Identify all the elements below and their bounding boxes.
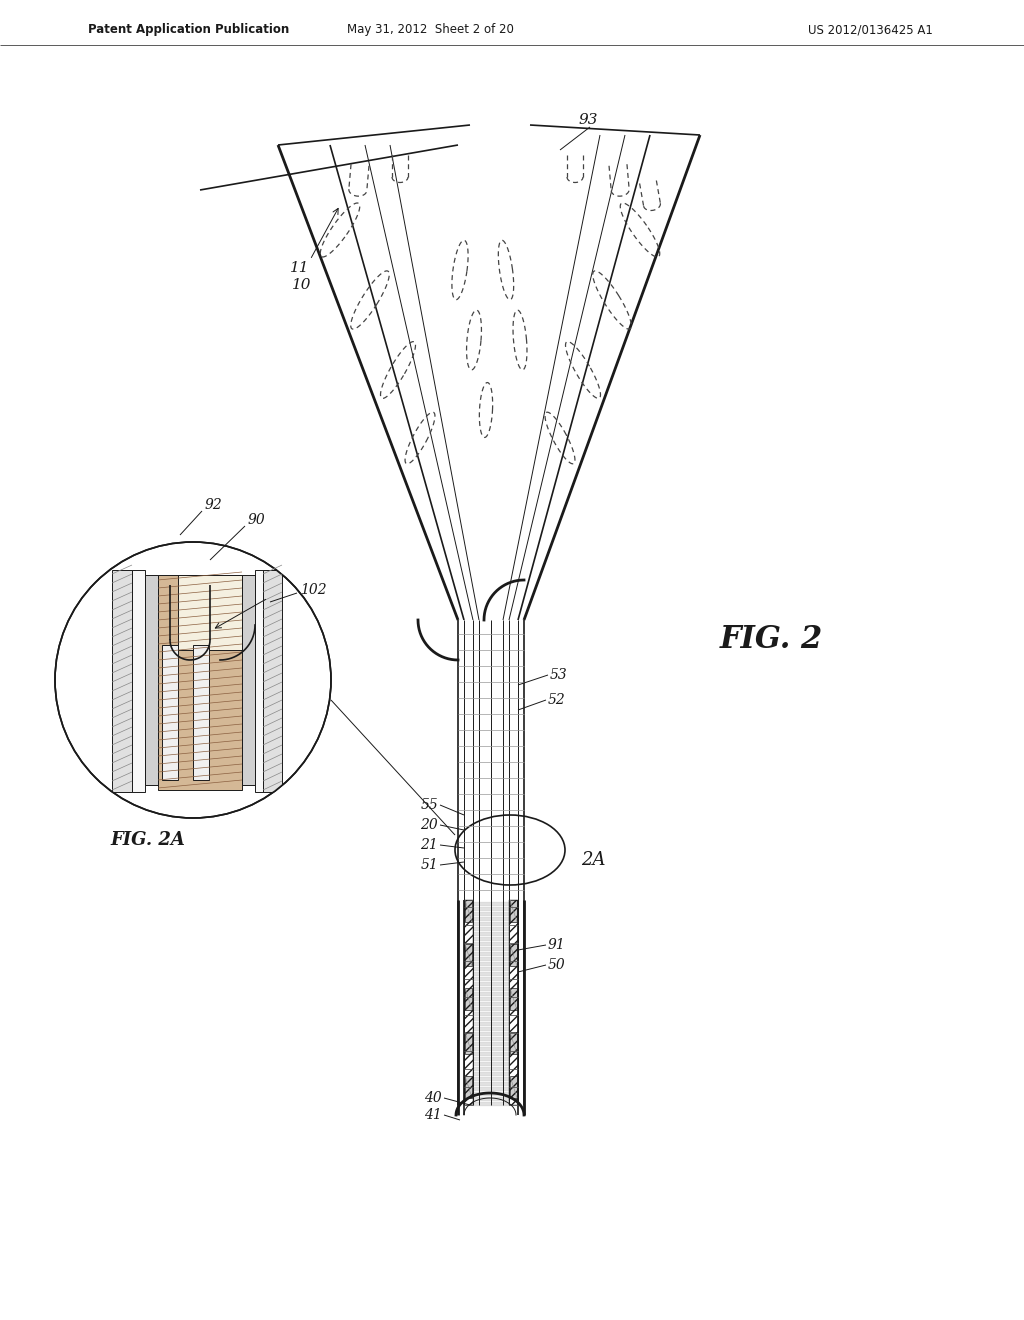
Bar (510, 944, 517, 966)
Text: 93: 93 (579, 114, 598, 127)
Text: FIG. 2: FIG. 2 (720, 624, 823, 656)
Text: 41: 41 (424, 1107, 442, 1122)
Bar (510, 987, 517, 1010)
Text: FIG. 2A: FIG. 2A (110, 832, 185, 849)
Text: 20: 20 (420, 818, 438, 832)
Text: 40: 40 (424, 1092, 442, 1105)
Text: 92: 92 (205, 498, 223, 512)
Polygon shape (178, 576, 242, 649)
Text: 90: 90 (248, 513, 266, 527)
Bar (145, 576, 158, 785)
Bar (132, 570, 145, 792)
Bar (510, 900, 517, 921)
Bar (158, 576, 242, 789)
Text: 102: 102 (300, 583, 327, 597)
Text: 55: 55 (420, 799, 438, 812)
Text: 91: 91 (548, 939, 565, 952)
Bar (255, 570, 263, 792)
Bar (510, 1076, 517, 1098)
Text: 2A: 2A (581, 851, 605, 869)
Bar (193, 645, 209, 780)
Text: Patent Application Publication: Patent Application Publication (88, 24, 289, 37)
Bar (112, 570, 132, 792)
Bar (465, 1076, 472, 1098)
Text: 21: 21 (420, 838, 438, 851)
Bar (509, 900, 518, 1105)
Bar (465, 900, 472, 921)
Bar (162, 645, 178, 780)
Circle shape (55, 543, 331, 818)
Bar (242, 576, 255, 785)
Bar (263, 570, 282, 792)
Text: 50: 50 (548, 958, 565, 972)
Text: May 31, 2012  Sheet 2 of 20: May 31, 2012 Sheet 2 of 20 (346, 24, 513, 37)
Text: 51: 51 (420, 858, 438, 873)
Bar (465, 944, 472, 966)
Text: US 2012/0136425 A1: US 2012/0136425 A1 (808, 24, 933, 37)
Text: 11: 11 (290, 261, 309, 275)
Text: 10: 10 (292, 279, 311, 292)
Text: 52: 52 (548, 693, 565, 708)
Bar (465, 987, 472, 1010)
Text: 53: 53 (550, 668, 567, 682)
Bar (464, 900, 473, 1105)
Bar (510, 1032, 517, 1053)
Bar (465, 1032, 472, 1053)
